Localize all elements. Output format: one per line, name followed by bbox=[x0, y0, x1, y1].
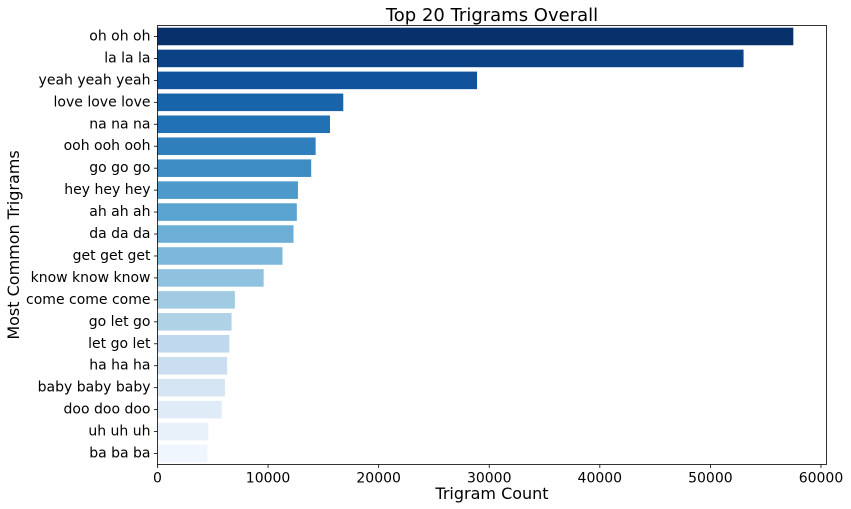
bars-group bbox=[157, 27, 794, 463]
bar-love-love-love bbox=[157, 93, 344, 112]
y-tick-label: yeah yeah yeah bbox=[39, 72, 151, 88]
y-tick-label: baby baby baby bbox=[38, 380, 151, 396]
x-tick-label: 20000 bbox=[356, 471, 401, 487]
bar-baby-baby-baby bbox=[157, 378, 225, 397]
x-tick-label: 60000 bbox=[799, 471, 844, 487]
y-tick-label: hey hey hey bbox=[64, 182, 150, 198]
bar-ha-ha-ha bbox=[157, 356, 228, 375]
y-tick-label: uh uh uh bbox=[88, 424, 150, 440]
y-tick-label: doo doo doo bbox=[64, 402, 151, 418]
x-tick-label: 50000 bbox=[688, 471, 733, 487]
y-tick-label: love love love bbox=[54, 94, 151, 110]
bar-na-na-na bbox=[157, 115, 331, 134]
x-ticks-group: 0 10000 20000 30000 40000 50000 60000 bbox=[153, 464, 844, 487]
bar-hey-hey-hey bbox=[157, 181, 298, 199]
bar-know-know-know bbox=[157, 269, 264, 287]
bar-let-go-let bbox=[157, 334, 230, 353]
bar-ba-ba-ba bbox=[157, 444, 208, 463]
y-tick-label: know know know bbox=[31, 270, 151, 286]
y-ticks-group: oh oh oh la la la yeah yeah yeah love love … bbox=[26, 28, 158, 462]
y-tick-label: go go go bbox=[89, 160, 150, 176]
y-tick-label: ba ba ba bbox=[89, 446, 150, 462]
x-tick-label: 40000 bbox=[578, 471, 623, 487]
bar-come-come-come bbox=[157, 291, 235, 309]
chart-title: Top 20 Trigrams Overall bbox=[385, 5, 598, 26]
y-axis-label: Most Common Trigrams bbox=[4, 150, 23, 339]
bar-go-let-go bbox=[157, 313, 232, 331]
x-tick-label: 0 bbox=[153, 471, 162, 487]
y-tick-label: ah ah ah bbox=[89, 204, 150, 220]
y-tick-label: ha ha ha bbox=[89, 358, 150, 374]
bar-go-go-go bbox=[157, 159, 312, 177]
bar-uh-uh-uh bbox=[157, 422, 209, 441]
plot-frame bbox=[157, 25, 827, 465]
y-tick-label: let go let bbox=[88, 336, 151, 352]
bar-ooh-ooh-ooh bbox=[157, 137, 316, 156]
y-tick-label: na na na bbox=[89, 116, 150, 132]
y-tick-label: la la la bbox=[104, 50, 150, 66]
y-tick-label: go let go bbox=[89, 314, 151, 330]
bar-doo-doo-doo bbox=[157, 400, 222, 419]
bar-la-la-la bbox=[157, 49, 744, 68]
y-tick-label: ooh ooh ooh bbox=[64, 138, 151, 154]
x-tick-label: 30000 bbox=[467, 471, 512, 487]
bar-oh-oh-oh bbox=[157, 27, 794, 46]
x-tick-label: 10000 bbox=[246, 471, 291, 487]
y-tick-label: oh oh oh bbox=[89, 28, 150, 44]
x-axis-label: Trigram Count bbox=[434, 484, 548, 503]
y-tick-label: get get get bbox=[73, 248, 151, 264]
bar-get-get-get bbox=[157, 247, 283, 265]
y-tick-label: come come come bbox=[26, 292, 150, 308]
bar-da-da-da bbox=[157, 225, 294, 243]
bar-ah-ah-ah bbox=[157, 203, 297, 221]
y-tick-label: da da da bbox=[89, 226, 150, 242]
bar-yeah-yeah-yeah bbox=[157, 71, 478, 90]
